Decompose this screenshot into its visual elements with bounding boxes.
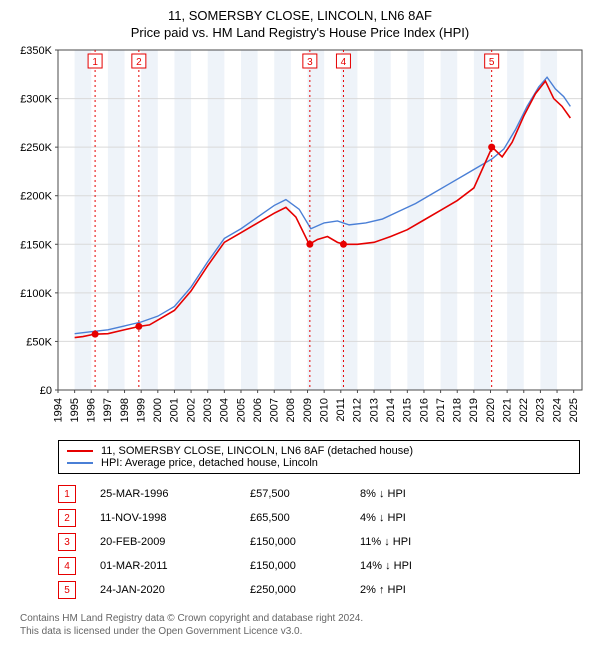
svg-text:2013: 2013 (368, 398, 380, 422)
legend: 11, SOMERSBY CLOSE, LINCOLN, LN6 8AF (de… (58, 440, 580, 474)
svg-text:£0: £0 (40, 385, 52, 397)
sale-diff: 8% ↓ HPI (360, 488, 480, 500)
sales-row: 1 25-MAR-1996 £57,500 8% ↓ HPI (58, 482, 580, 506)
sale-number-box: 2 (58, 509, 76, 527)
svg-text:2018: 2018 (452, 398, 464, 422)
sale-number-box: 3 (58, 533, 76, 551)
sale-date: 25-MAR-1996 (100, 488, 250, 500)
sales-table: 1 25-MAR-1996 £57,500 8% ↓ HPI 2 11-NOV-… (58, 482, 580, 602)
sale-number-box: 1 (58, 485, 76, 503)
svg-text:2010: 2010 (318, 398, 330, 422)
sale-diff: 11% ↓ HPI (360, 536, 480, 548)
svg-text:2015: 2015 (402, 398, 414, 422)
footer-line2: This data is licensed under the Open Gov… (20, 625, 580, 638)
svg-text:2025: 2025 (568, 398, 580, 422)
svg-text:2006: 2006 (252, 398, 264, 422)
sale-number-box: 4 (58, 557, 76, 575)
svg-text:2: 2 (136, 57, 142, 68)
svg-text:1996: 1996 (86, 398, 98, 422)
svg-text:2003: 2003 (202, 398, 214, 422)
sales-row: 2 11-NOV-1998 £65,500 4% ↓ HPI (58, 506, 580, 530)
chart-svg: £0 £50K £100K £150K £200K £250K £300K £350K 1994… (0, 44, 600, 434)
svg-text:2009: 2009 (302, 398, 314, 422)
chart: £0 £50K £100K £150K £200K £250K £300K £350K 1994… (0, 44, 600, 434)
svg-text:2001: 2001 (169, 398, 181, 422)
svg-text:2008: 2008 (285, 398, 297, 422)
svg-text:2023: 2023 (535, 398, 547, 422)
sale-price: £150,000 (250, 536, 360, 548)
sale-number-box: 5 (58, 581, 76, 599)
svg-text:5: 5 (489, 57, 495, 68)
sales-row: 4 01-MAR-2011 £150,000 14% ↓ HPI (58, 554, 580, 578)
legend-swatch-hpi (67, 462, 93, 464)
svg-text:3: 3 (307, 57, 313, 68)
sale-diff: 4% ↓ HPI (360, 512, 480, 524)
sale-date: 20-FEB-2009 (100, 536, 250, 548)
svg-text:1999: 1999 (135, 398, 147, 422)
svg-text:£250K: £250K (20, 142, 52, 154)
legend-row-property: 11, SOMERSBY CLOSE, LINCOLN, LN6 8AF (de… (67, 445, 571, 457)
svg-text:1: 1 (92, 57, 98, 68)
svg-text:1998: 1998 (119, 398, 131, 422)
title-subtitle: Price paid vs. HM Land Registry's House … (10, 25, 590, 40)
svg-text:2007: 2007 (269, 398, 281, 422)
svg-text:1997: 1997 (102, 398, 114, 422)
svg-text:2000: 2000 (152, 398, 164, 422)
svg-text:2002: 2002 (185, 398, 197, 422)
svg-text:2014: 2014 (385, 398, 397, 422)
sale-date: 11-NOV-1998 (100, 512, 250, 524)
svg-text:2011: 2011 (335, 398, 347, 422)
sales-row: 5 24-JAN-2020 £250,000 2% ↑ HPI (58, 578, 580, 602)
svg-text:2024: 2024 (551, 398, 563, 422)
svg-text:1995: 1995 (69, 398, 81, 422)
sale-diff: 14% ↓ HPI (360, 560, 480, 572)
sale-diff: 2% ↑ HPI (360, 584, 480, 596)
svg-text:1994: 1994 (52, 398, 64, 422)
svg-text:2005: 2005 (235, 398, 247, 422)
sale-date: 01-MAR-2011 (100, 560, 250, 572)
title-address: 11, SOMERSBY CLOSE, LINCOLN, LN6 8AF (10, 8, 590, 23)
svg-text:£100K: £100K (20, 288, 52, 300)
svg-text:2022: 2022 (518, 398, 530, 422)
legend-row-hpi: HPI: Average price, detached house, Linc… (67, 457, 571, 469)
legend-swatch-property (67, 450, 93, 452)
svg-text:£350K: £350K (20, 45, 52, 57)
sale-price: £65,500 (250, 512, 360, 524)
legend-label-hpi: HPI: Average price, detached house, Linc… (101, 457, 318, 469)
chart-container: 11, SOMERSBY CLOSE, LINCOLN, LN6 8AF Pri… (0, 0, 600, 638)
legend-label-property: 11, SOMERSBY CLOSE, LINCOLN, LN6 8AF (de… (101, 445, 413, 457)
footer: Contains HM Land Registry data © Crown c… (20, 612, 580, 638)
svg-text:2004: 2004 (219, 398, 231, 422)
svg-text:£300K: £300K (20, 94, 52, 106)
sale-price: £250,000 (250, 584, 360, 596)
svg-text:£150K: £150K (20, 239, 52, 251)
svg-text:2020: 2020 (485, 398, 497, 422)
title-block: 11, SOMERSBY CLOSE, LINCOLN, LN6 8AF Pri… (0, 0, 600, 44)
footer-line1: Contains HM Land Registry data © Crown c… (20, 612, 580, 625)
svg-text:2019: 2019 (468, 398, 480, 422)
svg-text:2016: 2016 (418, 398, 430, 422)
sale-date: 24-JAN-2020 (100, 584, 250, 596)
svg-text:4: 4 (341, 57, 347, 68)
svg-text:2012: 2012 (352, 398, 364, 422)
sale-price: £57,500 (250, 488, 360, 500)
svg-text:2021: 2021 (501, 398, 513, 422)
sales-row: 3 20-FEB-2009 £150,000 11% ↓ HPI (58, 530, 580, 554)
svg-text:£200K: £200K (20, 191, 52, 203)
sale-price: £150,000 (250, 560, 360, 572)
svg-text:2017: 2017 (435, 398, 447, 422)
svg-text:£50K: £50K (26, 336, 52, 348)
